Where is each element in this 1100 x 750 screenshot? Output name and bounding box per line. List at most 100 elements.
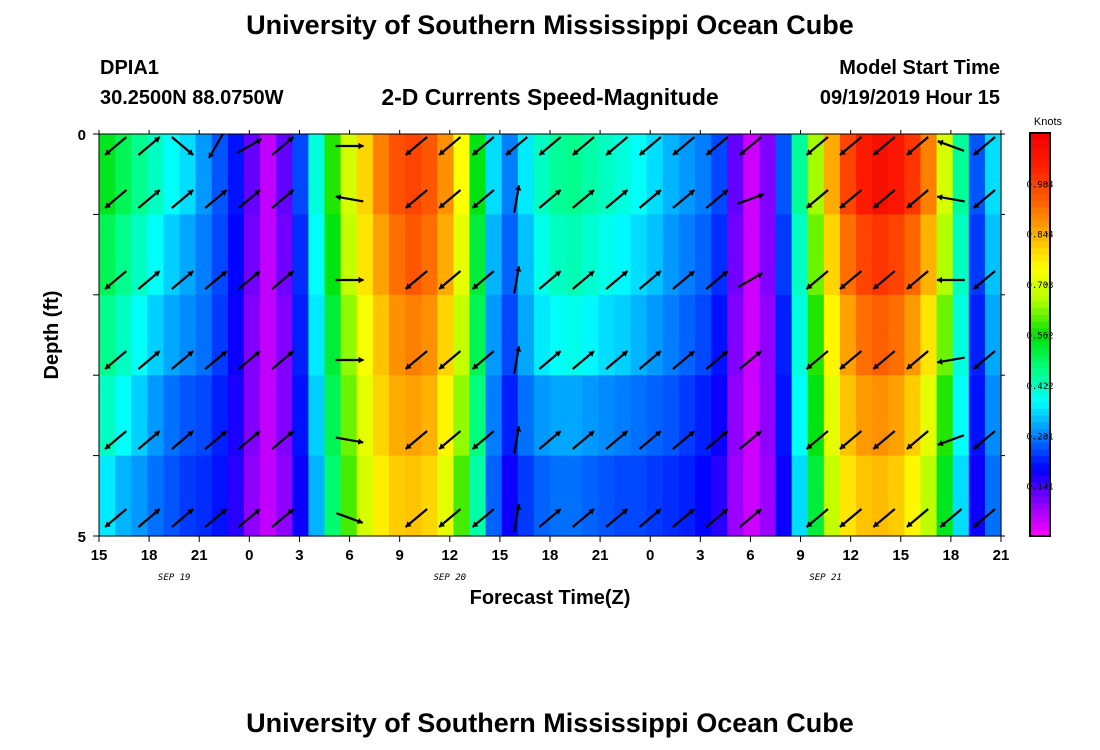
colorbar-tick-label: 0.703 (1026, 281, 1053, 291)
heatmap-cell (292, 375, 309, 457)
arrow-head (554, 271, 561, 277)
arrow-head (655, 431, 661, 437)
heatmap-cell (243, 134, 261, 215)
arrow-head (472, 283, 479, 289)
current-arrow (438, 270, 462, 290)
x-tick-label: 6 (345, 547, 353, 564)
current-arrow (936, 276, 965, 284)
heatmap-cell (598, 214, 616, 296)
heatmap-cell (227, 375, 245, 457)
current-arrow (805, 350, 829, 370)
heatmap-cell (179, 214, 197, 296)
arrow-head (936, 276, 942, 284)
heatmap-cell (952, 214, 970, 296)
arrow-head (254, 509, 261, 515)
current-arrow (906, 270, 929, 290)
arrow-head (973, 521, 980, 527)
x-tick-label: 9 (796, 547, 804, 564)
heatmap-cell (405, 375, 422, 457)
current-arrow (972, 189, 996, 209)
arrow-head (153, 137, 160, 143)
heatmap-cell (791, 294, 809, 376)
current-arrow (605, 136, 629, 156)
heatmap-cell (227, 294, 245, 376)
heatmap-cell (324, 294, 342, 376)
x-tick-label: 3 (295, 547, 303, 564)
current-arrow (204, 430, 228, 450)
heatmap-cell (421, 134, 438, 215)
arrow-head (906, 202, 913, 208)
heatmap-cell (131, 294, 148, 376)
arrow-head (287, 137, 294, 143)
heatmap-cell (195, 294, 213, 376)
current-arrow (972, 270, 996, 290)
heatmap-cell (630, 455, 648, 537)
heatmap-cell (533, 455, 551, 537)
heatmap-cell (839, 375, 857, 457)
heatmap-cell (839, 214, 857, 296)
heatmap-cell (195, 134, 213, 215)
colorbar-segment (1030, 381, 1050, 389)
heatmap-cell (115, 294, 132, 376)
arrow-head (358, 356, 364, 364)
date-label: SEP 19 (158, 573, 191, 583)
arrow-head (655, 351, 661, 357)
colorbar-segment (1030, 334, 1050, 342)
current-arrow (638, 430, 662, 450)
current-arrow (906, 430, 929, 450)
current-arrow (872, 508, 896, 528)
current-arrow (571, 508, 595, 528)
heatmap-cell (694, 134, 712, 215)
arrow-head (688, 431, 695, 437)
arrow-head (220, 431, 227, 437)
arrow-head (906, 363, 913, 369)
arrow-head (937, 194, 943, 201)
heatmap-cell (308, 294, 326, 376)
arrow-head (287, 190, 294, 196)
heatmap-cell (614, 375, 632, 457)
heatmap-cell (920, 375, 938, 457)
heatmap-cell (791, 214, 809, 296)
current-arrow (872, 136, 896, 156)
heatmap-cell (662, 375, 680, 457)
current-arrow (335, 276, 364, 284)
heatmap-cell (936, 375, 954, 457)
arrow-head (621, 351, 628, 357)
current-arrow (336, 512, 364, 525)
current-arrow (438, 189, 462, 209)
colorbar-segment (1030, 133, 1050, 141)
colorbar-segment (1030, 307, 1050, 315)
current-arrow (605, 430, 629, 450)
heatmap-cell (904, 294, 922, 376)
colorbar-segment (1030, 401, 1050, 409)
current-arrow (505, 136, 529, 156)
arrow-head (937, 139, 944, 146)
heatmap-cell (308, 375, 326, 457)
current-arrow (872, 350, 896, 370)
current-arrow (237, 430, 261, 450)
heatmap-cell (292, 294, 309, 376)
heatmap-cell (260, 294, 277, 376)
arrow-head (839, 521, 846, 527)
arrow-head (439, 363, 445, 369)
colorbar-segment (1030, 220, 1050, 228)
current-arrow (906, 189, 929, 209)
heatmap-cell (888, 134, 905, 215)
current-arrow (872, 430, 896, 450)
arrow-head (220, 509, 227, 515)
heatmap-cell (501, 294, 519, 376)
current-arrow (672, 136, 696, 156)
heatmap-cell (984, 134, 1002, 215)
arrow-head (405, 149, 412, 155)
x-axis-label: Forecast Time(Z) (470, 587, 631, 609)
current-arrow (236, 138, 263, 154)
arrow-head (973, 363, 980, 369)
heatmap-cell (952, 375, 970, 457)
heatmap-cell (421, 375, 438, 457)
colorbar-segment (1030, 247, 1050, 255)
colorbar-segment (1030, 267, 1050, 275)
x-tick-label: 0 (646, 547, 654, 564)
arrow-head (621, 431, 628, 437)
plot-title: 2-D Currents Speed-Magnitude (381, 84, 719, 110)
heatmap-cell (968, 294, 986, 376)
